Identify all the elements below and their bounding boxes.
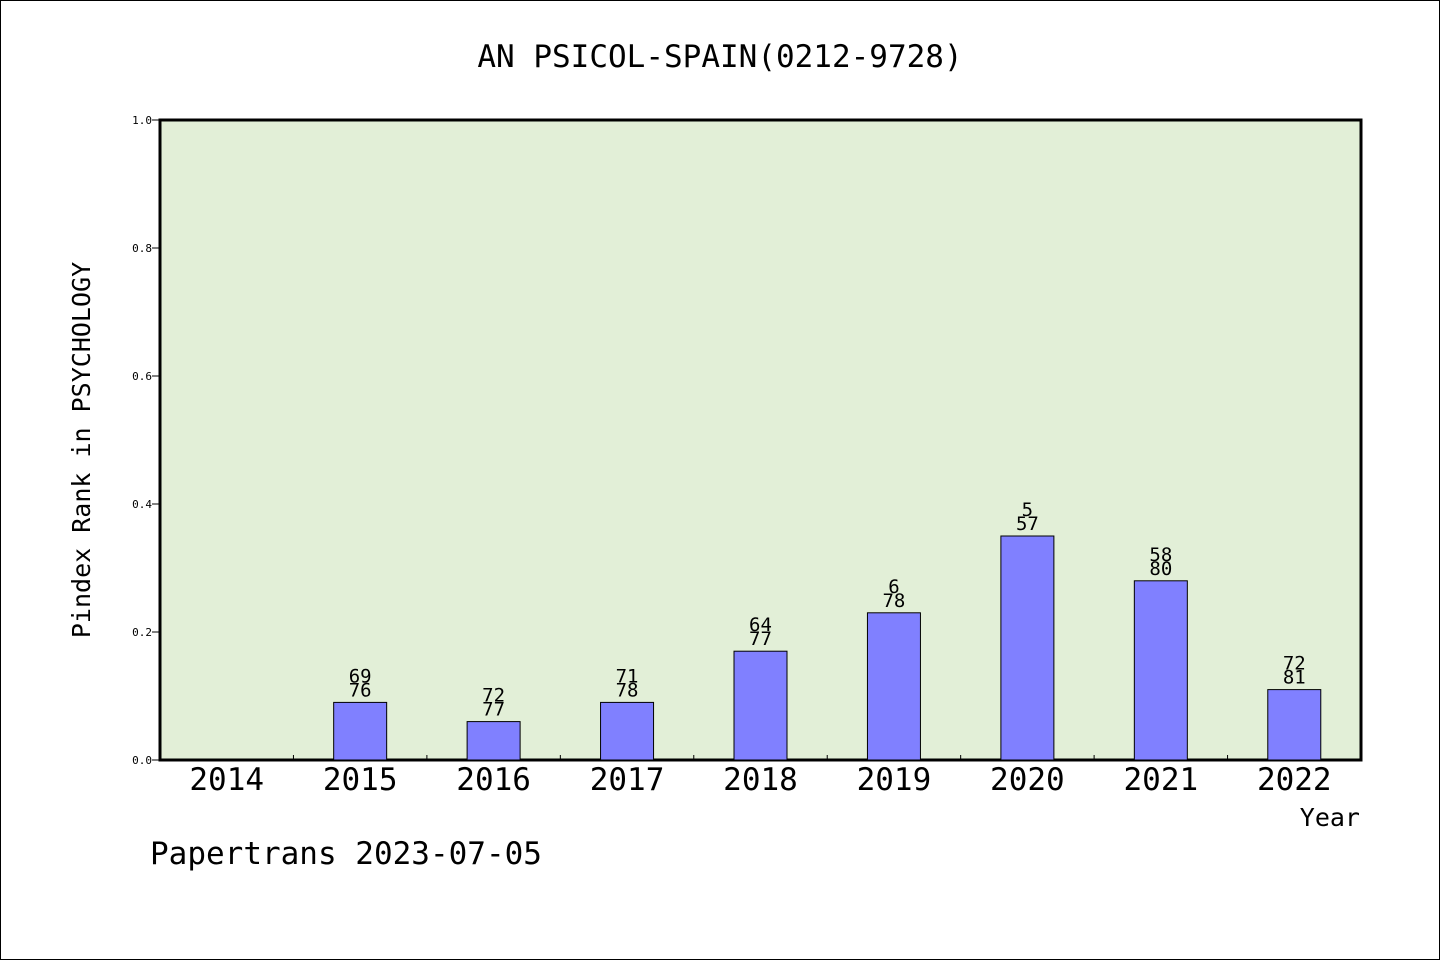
bar-rank-label: 69 (349, 665, 372, 687)
bar-2019 (866, 612, 921, 761)
bar-total-label: 81 (1283, 667, 1306, 689)
bar-total-label: 80 (1149, 558, 1172, 580)
x-axis-label: Year (1300, 803, 1360, 832)
bar-2018 (733, 650, 788, 761)
bar-rank-label: 71 (616, 665, 639, 687)
x-tick-label: 2014 (189, 762, 264, 798)
y-tick-label: 1.0 (132, 114, 152, 127)
bar-2020 (1000, 535, 1055, 761)
x-tick-label: 2016 (456, 762, 531, 798)
bar-total-label: 78 (616, 679, 639, 701)
y-tick-label: 0.0 (132, 754, 152, 767)
x-tick-label: 2017 (590, 762, 665, 798)
bars-group (333, 535, 1322, 761)
x-tick-label: 2021 (1124, 762, 1199, 798)
bar-2021 (1133, 580, 1188, 761)
x-tick-label: 2020 (990, 762, 1065, 798)
chart-title: AN PSICOL-SPAIN(0212-9728) (477, 39, 962, 75)
y-axis-label: Pindex Rank in PSYCHOLOGY (67, 262, 96, 638)
y-tick-label: 0.4 (132, 498, 152, 511)
bar-2015 (333, 701, 388, 761)
y-tick-label: 0.6 (132, 370, 152, 383)
bar-total-label: 78 (882, 590, 905, 612)
bar-rank-label: 72 (482, 685, 505, 707)
bar-rank-label: 5 (1022, 499, 1033, 521)
x-tick-label: 2018 (723, 762, 798, 798)
x-tick-label: 2022 (1257, 762, 1332, 798)
x-tick-label: 2015 (323, 762, 398, 798)
y-tick-label: 0.8 (132, 242, 152, 255)
bar-rank-label: 6 (888, 576, 899, 598)
bar-rank-label: 64 (749, 614, 772, 636)
bar-2016 (466, 721, 521, 761)
bar-total-label: 77 (749, 628, 772, 650)
bar-rank-label: 58 (1149, 544, 1172, 566)
x-axis: 2014 2015 2016 2017 2018 2019 2020 2021 2022 (189, 755, 1332, 798)
footer-text: Papertrans 2023-07-05 (150, 836, 542, 872)
bar-rank-label: 72 (1283, 653, 1306, 675)
bar-total-label: 57 (1016, 513, 1039, 535)
bar-2017 (600, 701, 655, 761)
y-tick-label: 0.2 (132, 626, 152, 639)
y-axis: 0.0 0.2 0.4 0.6 0.8 1.0 (132, 114, 160, 767)
x-tick-label: 2019 (857, 762, 932, 798)
bar-total-label: 77 (482, 699, 505, 721)
bar-total-label: 76 (349, 679, 372, 701)
bar-2022 (1267, 689, 1322, 761)
